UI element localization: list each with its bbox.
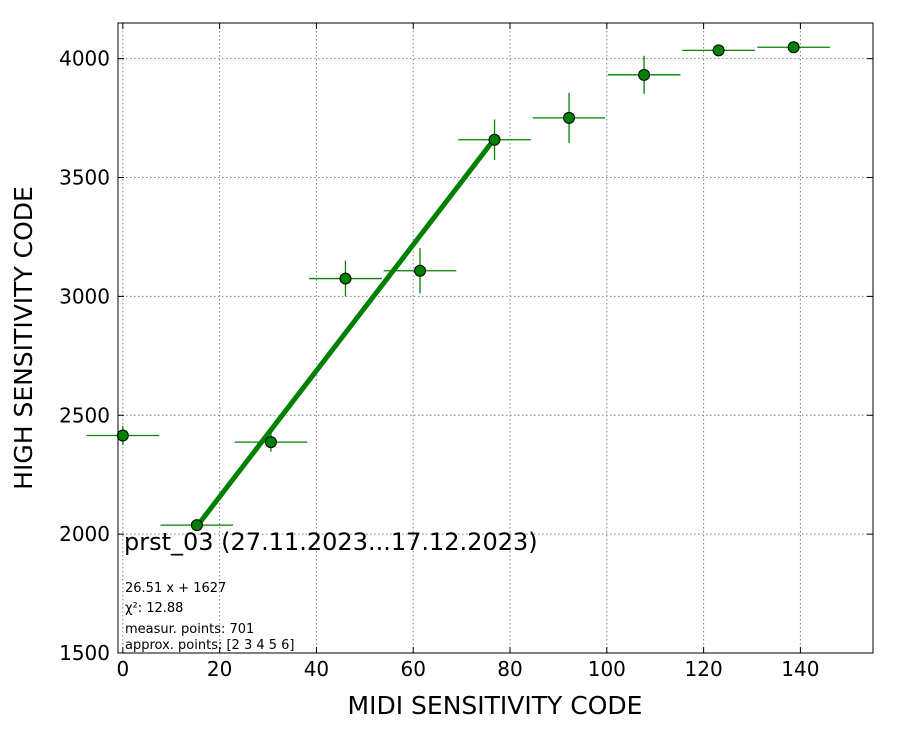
data-point [712,44,725,57]
y-tick-label: 2000 [59,522,110,546]
x-tick-label: 120 [685,657,723,681]
y-tick-label: 2500 [59,403,110,427]
y-tick-label: 3500 [59,166,110,190]
x-tick-label: 20 [207,657,232,681]
annotation-chi2: χ²: 12.88 [125,601,183,616]
x-tick-label: 40 [304,657,329,681]
x-tick-label: 0 [116,657,129,681]
data-point [787,41,800,54]
data-point [339,272,352,285]
tick-marks [118,23,873,654]
x-tick-label: 100 [588,657,626,681]
data-point [638,68,651,81]
data-point [264,436,277,449]
fit-line [194,137,497,528]
y-tick-labels: 1500 2000 2500 3000 3500 4000 [59,47,110,665]
data-point [414,264,426,277]
y-tick-label: 3000 [59,284,110,308]
grid-lines [118,23,873,654]
annotation-measur-points: measur. points: 701 [125,622,254,637]
y-tick-label: 4000 [59,47,110,71]
x-tick-label: 140 [781,657,819,681]
fit-line-layer [194,137,497,528]
data-point [488,133,501,146]
data-point [116,429,129,442]
y-axis-title: HIGH SENSITIVITY CODE [9,186,38,490]
annotation-fit-equation: 26.51 x + 1627 [125,581,226,596]
x-tick-labels: 0 20 40 60 80 100 120 140 [116,657,819,681]
error-bars-layer [86,44,830,529]
y-tick-label: 1500 [59,641,110,665]
plot-frame [117,22,874,654]
x-tick-label: 60 [400,657,425,681]
annotation-title: prst_03 (27.11.2023...17.12.2023) [124,528,538,556]
data-point [190,519,203,532]
annotation-approx-points: approx. points: [2 3 4 5 6] [125,638,295,653]
x-axis-title: MIDI SENSITIVITY CODE [348,691,643,720]
data-points-layer [116,41,800,532]
data-point [563,111,576,124]
x-tick-label: 80 [497,657,522,681]
